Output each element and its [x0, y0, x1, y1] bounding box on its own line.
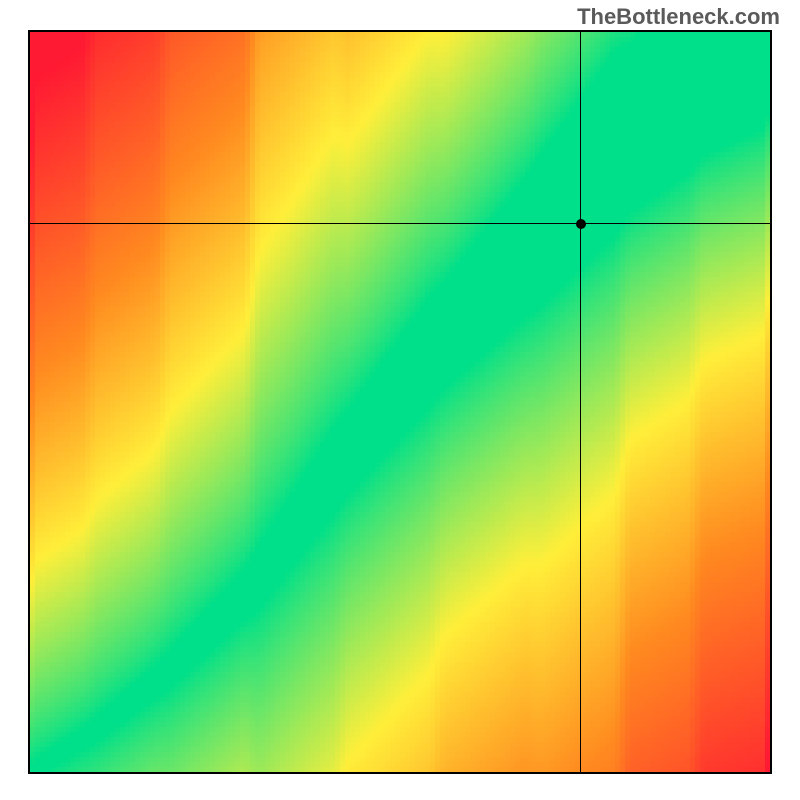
heatmap-canvas [30, 32, 770, 772]
plot-area [28, 30, 772, 774]
chart-container: TheBottleneck.com [0, 0, 800, 800]
attribution-text: TheBottleneck.com [577, 4, 780, 30]
